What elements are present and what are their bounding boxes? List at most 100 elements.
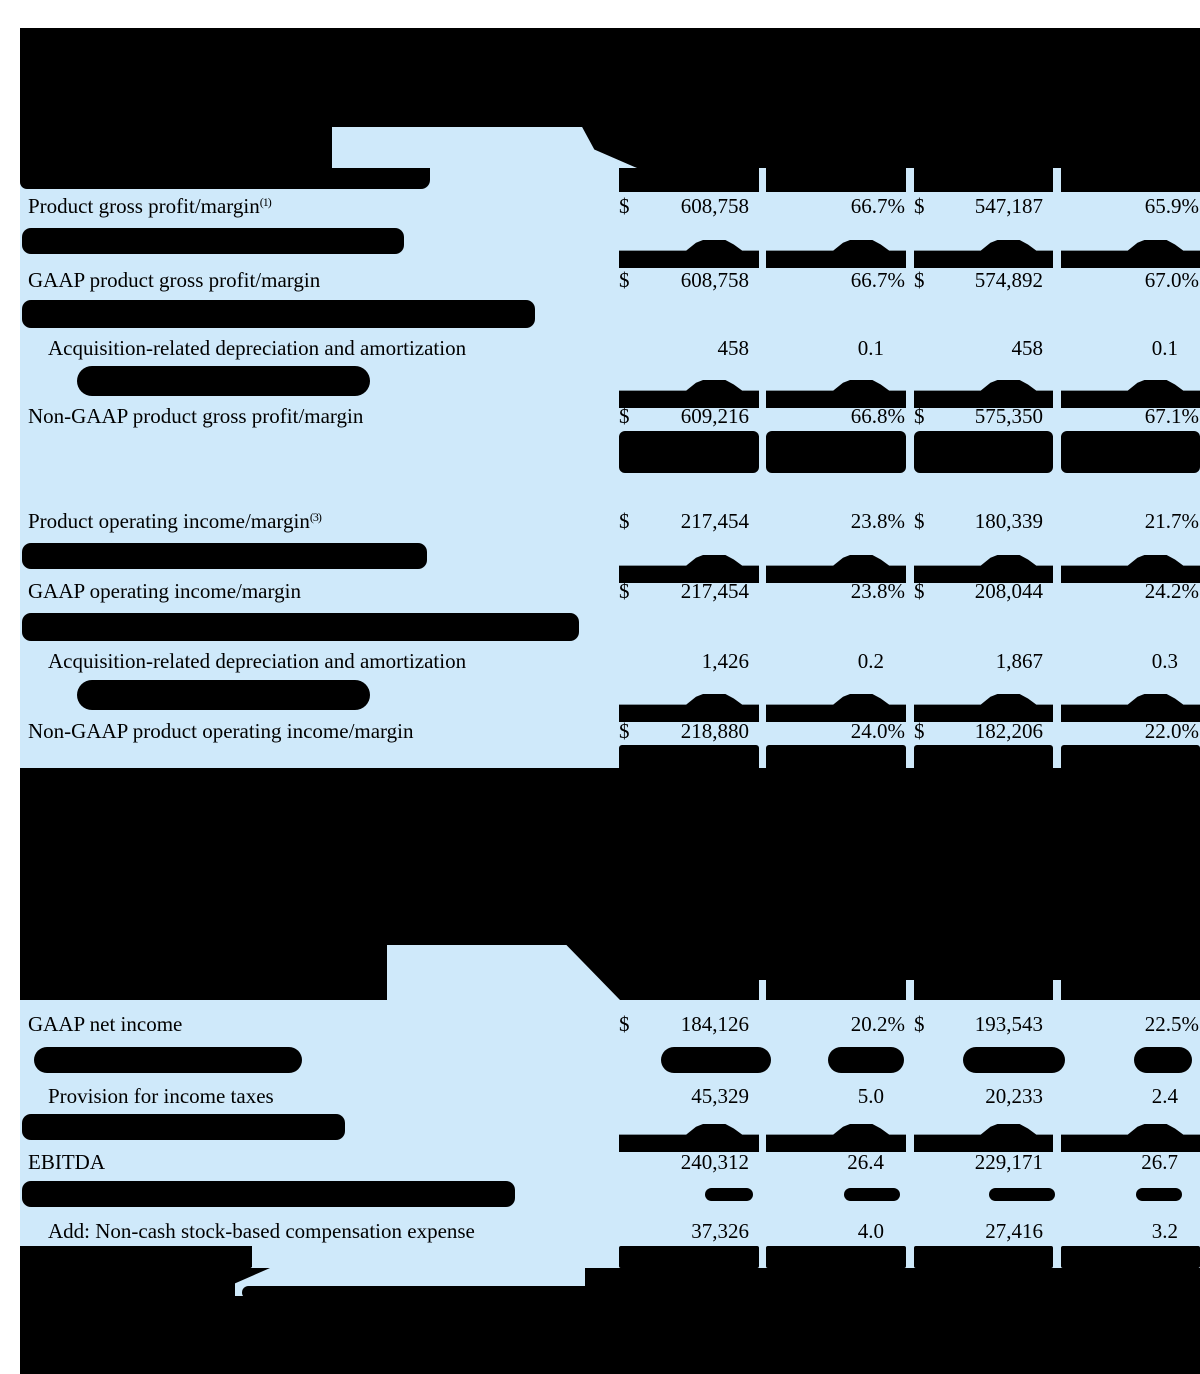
row-label: GAAP product gross profit/margin — [20, 267, 619, 292]
currency-symbol: $ — [914, 508, 925, 533]
amount-value: 184,126 — [680, 1011, 749, 1036]
percent-value: 0.2 — [857, 648, 884, 673]
redacted-row — [20, 1112, 1200, 1152]
redacted-label-bar — [77, 680, 370, 710]
redacted-total-bar — [1061, 1246, 1200, 1268]
row-label: Acquisition-related depreciation and amo… — [20, 648, 619, 673]
amount-value: 180,339 — [974, 508, 1043, 533]
percent-value: 22.0% — [1144, 718, 1199, 743]
percent-value: 24.2% — [1144, 578, 1199, 603]
row-label: Non-GAAP product gross profit/margin — [20, 405, 619, 427]
document-sheet: Product gross profit/margin(1) $608,758 … — [20, 28, 1200, 1374]
amount-cell: 37,326 — [619, 1220, 759, 1242]
amount-value: 547,187 — [974, 193, 1043, 218]
redacted-column-header — [1061, 168, 1200, 192]
redacted-dash — [705, 1187, 753, 1201]
amount-value: 20,233 — [985, 1083, 1043, 1108]
percent-value: 26.7 — [1141, 1149, 1178, 1174]
redacted-row — [20, 609, 1200, 653]
table-row: GAAP operating income/margin $217,454 23… — [20, 575, 1200, 607]
percent-value: 22.5% — [1144, 1011, 1199, 1036]
amount-value: 458 — [1011, 335, 1044, 360]
table-row: GAAP product gross profit/margin $608,75… — [20, 264, 1200, 296]
redacted-footnote-bar — [242, 1286, 594, 1299]
footnote-marker: (1) — [259, 194, 272, 209]
row-label-text: Non-GAAP product operating income/margin — [28, 718, 414, 743]
percent-value: 65.9% — [1144, 193, 1199, 218]
amount-cell: 20,233 — [914, 1083, 1053, 1108]
amount-value: 45,329 — [691, 1083, 749, 1108]
redacted-underline-row — [20, 431, 1200, 473]
amount-value: 240,312 — [680, 1149, 749, 1174]
amount-cell: 1,426 — [619, 648, 759, 673]
redacted-row — [20, 678, 1200, 722]
row-label-text: GAAP product gross profit/margin — [28, 267, 321, 292]
currency-symbol: $ — [619, 508, 630, 533]
currency-symbol: $ — [914, 193, 925, 218]
redacted-label-bar — [77, 366, 370, 396]
percent-value: 21.7% — [1144, 508, 1199, 533]
redacted-total-bar — [619, 431, 759, 473]
percent-value: 66.7% — [850, 193, 905, 218]
footnote-marker: (3) — [309, 509, 322, 524]
column-gap-tick — [759, 980, 766, 1000]
table-row: Acquisition-related depreciation and amo… — [20, 332, 1200, 364]
amount-value: 1,867 — [995, 648, 1043, 673]
currency-symbol: $ — [619, 1011, 630, 1036]
redacted-row — [20, 296, 1200, 340]
amount-cell: $218,880 — [619, 718, 759, 743]
amount-value: 609,216 — [680, 403, 749, 428]
redacted-column-caption — [20, 168, 430, 189]
redacted-dash — [844, 1187, 900, 1201]
redacted-label-bar — [22, 1181, 515, 1207]
currency-symbol: $ — [914, 267, 925, 292]
redacted-footer-block — [20, 1268, 1200, 1374]
amount-value: 575,350 — [974, 403, 1043, 428]
percent-value: 3.2 — [1151, 1218, 1178, 1243]
column-gap-tick — [906, 980, 914, 1000]
amount-value: 193,543 — [974, 1011, 1043, 1036]
currency-symbol: $ — [914, 718, 925, 743]
row-label: Add: Non-cash stock-based compensation e… — [20, 1220, 619, 1242]
currency-symbol: $ — [619, 403, 630, 428]
table-row: Non-GAAP product gross profit/margin $60… — [20, 400, 1200, 432]
row-label: EBITDA — [20, 1149, 619, 1174]
table-row: GAAP net income $184,126 20.2% $193,543 … — [20, 1008, 1200, 1040]
percent-value: 24.0% — [850, 718, 905, 743]
redacted-value-blob — [1134, 1047, 1192, 1073]
redacted-column-header — [766, 168, 906, 192]
percent-value: 0.1 — [1151, 335, 1178, 360]
amount-cell: 45,329 — [619, 1083, 759, 1108]
currency-symbol: $ — [619, 267, 630, 292]
redacted-value-blob — [963, 1047, 1065, 1073]
amount-cell: 458 — [914, 335, 1053, 360]
amount-cell: $193,543 — [914, 1011, 1053, 1036]
currency-symbol: $ — [619, 718, 630, 743]
redacted-row — [20, 224, 1200, 268]
amount-cell: $180,339 — [914, 508, 1053, 533]
row-label-text: EBITDA — [28, 1149, 105, 1174]
amount-cell: $575,350 — [914, 403, 1053, 428]
amount-cell: $217,454 — [619, 578, 759, 603]
amount-cell: 458 — [619, 337, 759, 359]
currency-symbol: $ — [914, 1011, 925, 1036]
amount-value: 574,892 — [974, 267, 1043, 292]
redacted-label-bar — [22, 228, 404, 254]
amount-value: 1,426 — [701, 648, 749, 673]
redacted-column-header — [619, 168, 759, 192]
row-label: Acquisition-related depreciation and amo… — [20, 337, 619, 359]
table-row: EBITDA 240,312 26.4 229,171 26.7 — [20, 1146, 1200, 1178]
row-label-text: Acquisition-related depreciation and amo… — [48, 648, 467, 673]
amount-value: 217,454 — [680, 578, 749, 603]
redacted-value-blob — [661, 1047, 771, 1073]
percent-value: 4.0 — [857, 1218, 884, 1243]
row-label: GAAP net income — [20, 1013, 619, 1035]
redacted-row — [20, 539, 1200, 583]
amount-cell: $184,126 — [619, 1011, 759, 1036]
percent-value: 26.4 — [847, 1149, 884, 1174]
amount-cell: $182,206 — [914, 718, 1053, 743]
currency-symbol: $ — [914, 403, 925, 428]
amount-value: 608,758 — [680, 193, 749, 218]
redacted-row — [20, 364, 1200, 408]
amount-cell: 229,171 — [914, 1151, 1053, 1173]
